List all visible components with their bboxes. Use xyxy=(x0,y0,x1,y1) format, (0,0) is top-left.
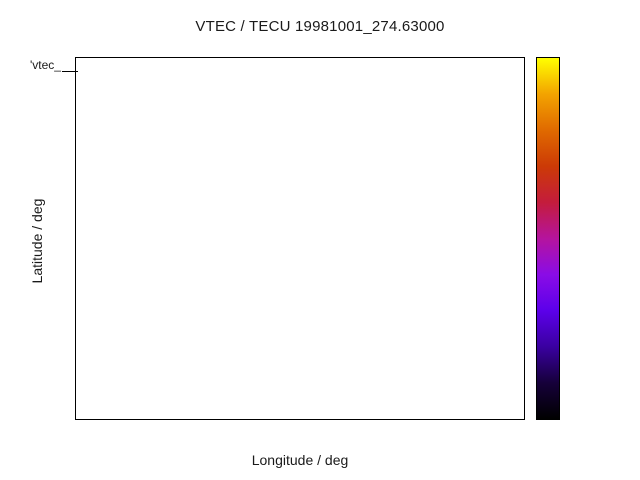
colorbar-gradient xyxy=(537,58,559,419)
heatmap-plot-area xyxy=(75,57,525,420)
plot-key-label: 'vtec_ xyxy=(30,58,61,72)
vtec-heatmap-canvas xyxy=(75,57,525,420)
plot-key-line xyxy=(62,71,78,72)
y-axis-title: Latitude / deg xyxy=(29,198,45,284)
page-title: VTEC / TECU 19981001_274.63000 xyxy=(195,18,445,35)
colorbar xyxy=(536,57,560,420)
coastline-overlay xyxy=(75,57,525,420)
x-axis-title: Longitude / deg xyxy=(251,452,349,468)
